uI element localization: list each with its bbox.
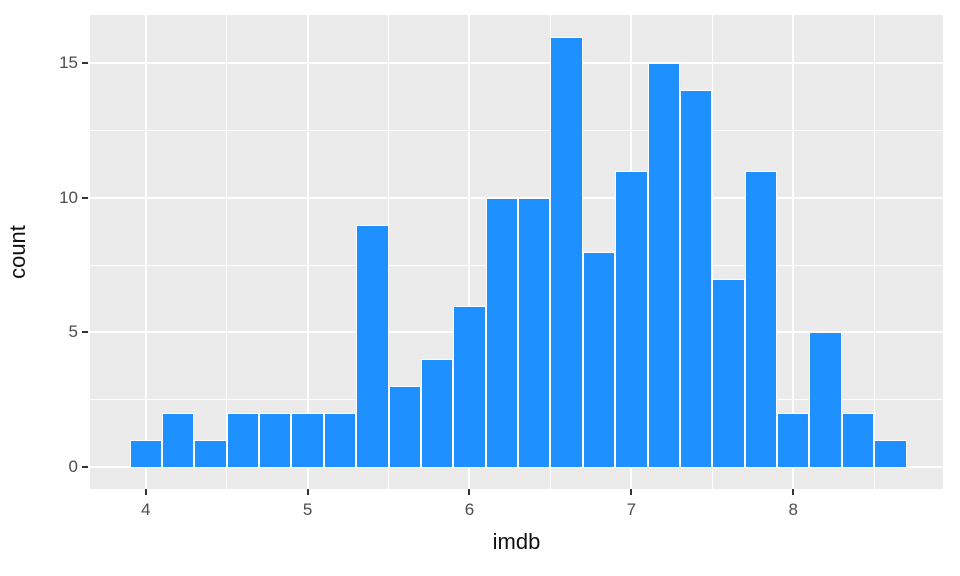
x-tick-mark <box>306 489 309 495</box>
histogram-bar <box>194 440 227 467</box>
x-tick-label: 7 <box>626 500 637 519</box>
gridline-x-minor <box>873 15 875 489</box>
histogram-bar <box>259 413 292 467</box>
histogram-bar <box>582 251 616 467</box>
x-tick-mark <box>144 489 147 495</box>
histogram-bar <box>777 413 810 467</box>
x-tick-label: 5 <box>302 500 313 519</box>
gridline-y-major <box>90 62 943 65</box>
y-tick-label: 10 <box>59 187 78 207</box>
histogram-bar <box>323 413 357 467</box>
y-tick-mark <box>82 465 88 468</box>
x-tick-label: 8 <box>788 500 798 519</box>
y-tick-label: 0 <box>68 456 78 476</box>
histogram-bar <box>420 359 454 467</box>
histogram-bar <box>679 90 713 467</box>
histogram-bar <box>550 36 583 467</box>
histogram-bar <box>647 63 680 467</box>
gridline-x-minor <box>711 15 713 489</box>
gridline-x-major <box>468 15 471 489</box>
gridline-y-minor <box>90 130 943 132</box>
histogram-bar <box>356 224 389 467</box>
y-tick-mark <box>82 196 88 199</box>
y-axis-title: count <box>5 225 30 279</box>
histogram-bar <box>453 305 486 467</box>
gridline-x-minor <box>388 15 390 489</box>
y-tick-mark <box>82 62 88 65</box>
histogram-bar <box>712 278 745 467</box>
x-tick-label: 4 <box>140 500 151 519</box>
histogram-bar <box>485 197 519 467</box>
x-tick-mark <box>792 489 795 495</box>
histogram-bar <box>615 171 648 467</box>
gridline-x-major <box>306 15 309 489</box>
y-tick-label: 15 <box>59 53 78 73</box>
x-tick-mark <box>630 489 633 495</box>
gridline-x-major <box>144 15 147 489</box>
y-tick-mark <box>82 331 88 334</box>
histogram-bar <box>518 197 551 467</box>
gridline-x-major <box>792 15 795 489</box>
histogram-bar <box>226 413 259 467</box>
histogram-bar <box>161 413 195 467</box>
histogram-bar <box>841 413 875 467</box>
x-axis-title: imdb <box>492 529 541 554</box>
histogram-bar <box>874 440 907 467</box>
y-tick-label: 5 <box>68 322 78 342</box>
histogram-bar <box>291 413 324 467</box>
x-tick-mark <box>468 489 471 495</box>
gridline-y-major <box>90 465 943 468</box>
histogram-bar <box>809 332 842 467</box>
histogram-bar <box>388 386 421 467</box>
plot-panel <box>90 15 943 489</box>
histogram-bar <box>129 440 162 467</box>
histogram-bar <box>744 171 778 467</box>
gridline-x-minor <box>226 15 228 489</box>
x-tick-label: 6 <box>464 500 475 519</box>
